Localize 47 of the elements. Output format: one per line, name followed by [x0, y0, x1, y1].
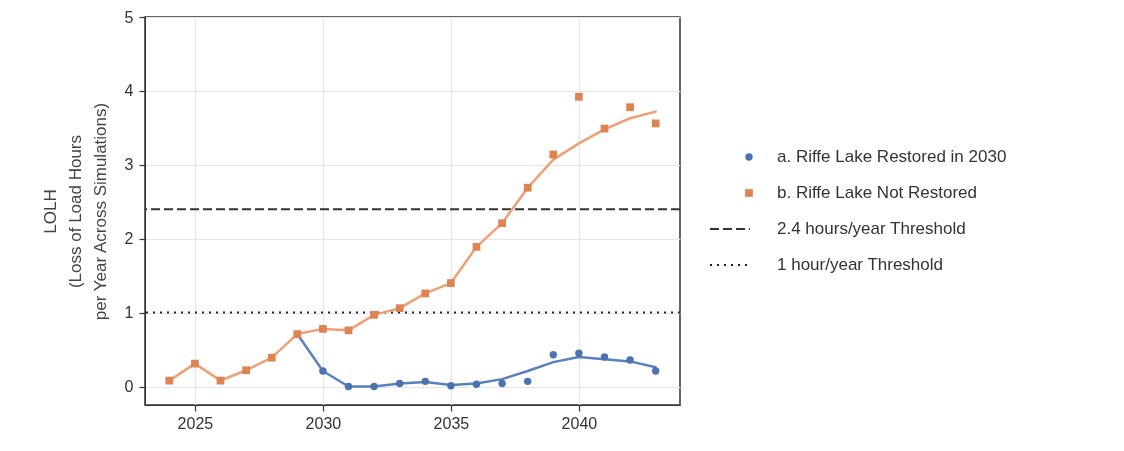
point [395, 304, 404, 313]
x-tick-label: 2025 [177, 414, 214, 432]
point [447, 382, 455, 390]
point [523, 183, 532, 192]
legend-label: 2.4 hours/year Threshold [777, 219, 966, 238]
point [421, 377, 430, 386]
point [575, 92, 583, 101]
y-axis-title: LOLH (Loss of Load Hours per Year Across Simulations) [40, 102, 110, 321]
y-tick-label: 0 [124, 378, 134, 396]
x-tick-label: 2035 [433, 414, 470, 432]
point [242, 366, 250, 375]
point [267, 353, 276, 362]
point [344, 326, 353, 335]
point [395, 379, 404, 388]
point [498, 379, 506, 388]
point [523, 377, 532, 386]
y-tick-label: 3 [124, 156, 134, 174]
point [472, 242, 481, 251]
y-tick-label: 2 [124, 230, 134, 248]
point [626, 103, 634, 112]
point [549, 150, 558, 159]
point [165, 376, 174, 385]
point [191, 359, 199, 368]
point [626, 356, 634, 364]
point [319, 367, 327, 375]
y-tick-label: 5 [124, 8, 134, 26]
legend-label: a. Riffe Lake Restored in 2030 [777, 147, 1007, 166]
x-tick-label: 2030 [305, 414, 342, 432]
x-tick-label: 2040 [561, 414, 598, 432]
point [651, 119, 660, 128]
point [319, 325, 327, 333]
point [472, 380, 481, 389]
point [600, 353, 609, 361]
point [549, 351, 557, 359]
y-tick-label: 4 [124, 82, 134, 100]
legend-label: b. Riffe Lake Not Restored [777, 183, 978, 202]
point [344, 382, 353, 391]
point [293, 330, 302, 338]
point [447, 279, 455, 287]
point [370, 310, 378, 319]
point [575, 349, 583, 357]
legend-label: 1 hour/year Threshold [777, 255, 944, 274]
point [421, 289, 430, 298]
point [370, 382, 378, 391]
y-tick-label: 1 [124, 304, 134, 322]
point [498, 219, 506, 228]
point [651, 367, 660, 375]
